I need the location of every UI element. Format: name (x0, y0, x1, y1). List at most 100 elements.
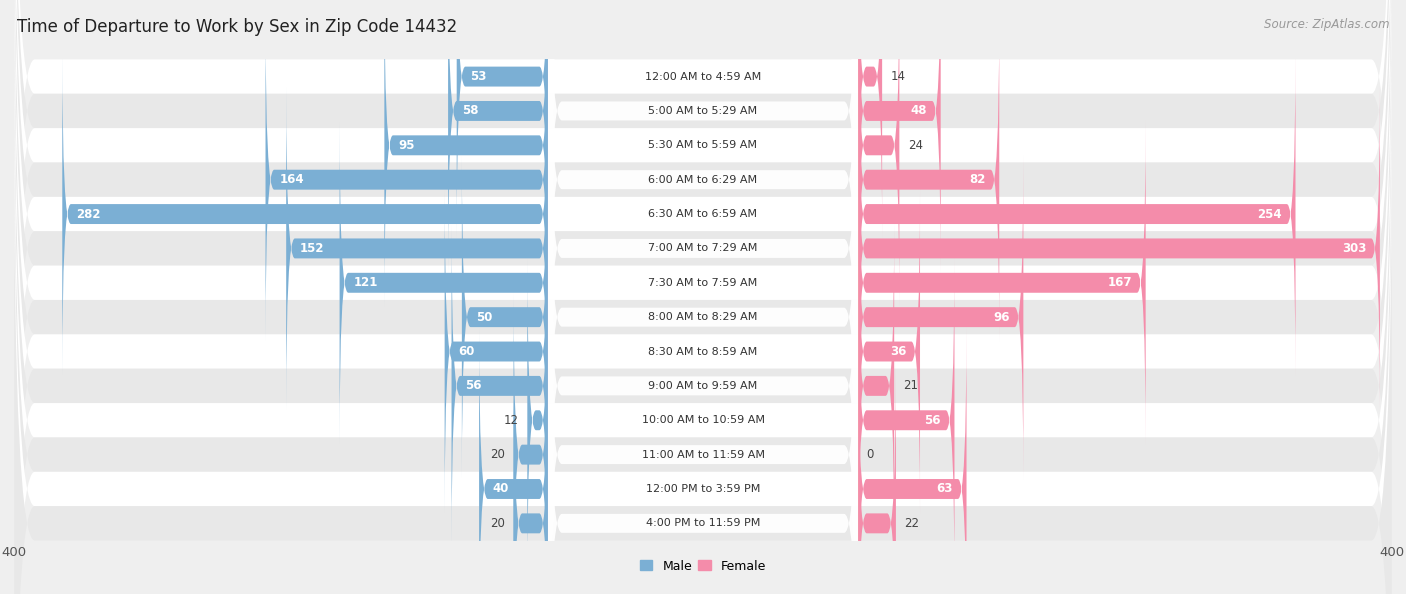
Text: 48: 48 (911, 105, 927, 118)
FancyBboxPatch shape (14, 0, 1392, 472)
FancyBboxPatch shape (548, 155, 858, 594)
FancyBboxPatch shape (449, 0, 548, 273)
Text: 152: 152 (299, 242, 325, 255)
FancyBboxPatch shape (548, 0, 858, 514)
FancyBboxPatch shape (858, 189, 920, 513)
Text: 7:30 AM to 7:59 AM: 7:30 AM to 7:59 AM (648, 278, 758, 287)
Text: 50: 50 (475, 311, 492, 324)
Text: Time of Departure to Work by Sex in Zip Code 14432: Time of Departure to Work by Sex in Zip … (17, 18, 457, 36)
Text: 20: 20 (491, 517, 505, 530)
FancyBboxPatch shape (14, 0, 1392, 594)
FancyBboxPatch shape (548, 121, 858, 594)
FancyBboxPatch shape (14, 0, 1392, 594)
FancyBboxPatch shape (548, 189, 858, 594)
Text: 167: 167 (1108, 276, 1132, 289)
FancyBboxPatch shape (14, 59, 1392, 594)
FancyBboxPatch shape (548, 0, 858, 445)
Text: 12:00 PM to 3:59 PM: 12:00 PM to 3:59 PM (645, 484, 761, 494)
FancyBboxPatch shape (548, 52, 858, 583)
FancyBboxPatch shape (461, 155, 548, 479)
FancyBboxPatch shape (858, 0, 900, 307)
Text: 53: 53 (471, 70, 486, 83)
FancyBboxPatch shape (14, 0, 1392, 594)
FancyBboxPatch shape (548, 0, 858, 479)
Legend: Male, Female: Male, Female (636, 555, 770, 577)
FancyBboxPatch shape (548, 0, 858, 377)
FancyBboxPatch shape (858, 0, 941, 273)
Text: 82: 82 (969, 173, 986, 186)
FancyBboxPatch shape (287, 87, 548, 410)
Text: 164: 164 (280, 173, 304, 186)
FancyBboxPatch shape (513, 362, 548, 594)
FancyBboxPatch shape (14, 128, 1392, 594)
Text: 95: 95 (398, 139, 415, 152)
Text: 14: 14 (891, 70, 905, 83)
FancyBboxPatch shape (858, 87, 1379, 410)
Text: 63: 63 (936, 482, 953, 495)
Text: 121: 121 (353, 276, 378, 289)
Text: 36: 36 (890, 345, 907, 358)
Text: 5:30 AM to 5:59 AM: 5:30 AM to 5:59 AM (648, 140, 758, 150)
FancyBboxPatch shape (548, 86, 858, 594)
Text: 56: 56 (465, 380, 482, 393)
Text: 20: 20 (491, 448, 505, 461)
FancyBboxPatch shape (451, 224, 548, 548)
FancyBboxPatch shape (858, 224, 894, 548)
FancyBboxPatch shape (858, 362, 896, 594)
FancyBboxPatch shape (858, 327, 966, 594)
FancyBboxPatch shape (340, 121, 548, 445)
FancyBboxPatch shape (14, 94, 1392, 594)
FancyBboxPatch shape (858, 121, 1146, 445)
FancyBboxPatch shape (14, 25, 1392, 594)
FancyBboxPatch shape (14, 0, 1392, 506)
FancyBboxPatch shape (858, 18, 1000, 342)
FancyBboxPatch shape (14, 0, 1392, 541)
Text: Source: ZipAtlas.com: Source: ZipAtlas.com (1264, 18, 1389, 31)
Text: 96: 96 (993, 311, 1010, 324)
FancyBboxPatch shape (548, 17, 858, 548)
Text: 8:30 AM to 8:59 AM: 8:30 AM to 8:59 AM (648, 346, 758, 356)
FancyBboxPatch shape (858, 0, 882, 238)
Text: 12: 12 (503, 414, 519, 426)
FancyBboxPatch shape (457, 0, 548, 238)
Text: 11:00 AM to 11:59 AM: 11:00 AM to 11:59 AM (641, 450, 765, 460)
Text: 5:00 AM to 5:29 AM: 5:00 AM to 5:29 AM (648, 106, 758, 116)
Text: 8:00 AM to 8:29 AM: 8:00 AM to 8:29 AM (648, 312, 758, 322)
FancyBboxPatch shape (513, 293, 548, 594)
FancyBboxPatch shape (14, 0, 1392, 594)
Text: 0: 0 (866, 448, 875, 461)
FancyBboxPatch shape (527, 258, 548, 582)
FancyBboxPatch shape (548, 0, 858, 342)
Text: 12:00 AM to 4:59 AM: 12:00 AM to 4:59 AM (645, 72, 761, 81)
Text: 21: 21 (903, 380, 918, 393)
FancyBboxPatch shape (14, 0, 1392, 594)
Text: 6:00 AM to 6:29 AM: 6:00 AM to 6:29 AM (648, 175, 758, 185)
Text: 4:00 PM to 11:59 PM: 4:00 PM to 11:59 PM (645, 519, 761, 528)
Text: 254: 254 (1257, 207, 1282, 220)
Text: 56: 56 (924, 414, 941, 426)
FancyBboxPatch shape (858, 258, 955, 582)
FancyBboxPatch shape (14, 0, 1392, 594)
FancyBboxPatch shape (266, 18, 548, 342)
FancyBboxPatch shape (14, 0, 1392, 575)
FancyBboxPatch shape (548, 0, 858, 411)
FancyBboxPatch shape (384, 0, 548, 307)
Text: 6:30 AM to 6:59 AM: 6:30 AM to 6:59 AM (648, 209, 758, 219)
Text: 10:00 AM to 10:59 AM: 10:00 AM to 10:59 AM (641, 415, 765, 425)
Text: 282: 282 (76, 207, 101, 220)
FancyBboxPatch shape (62, 52, 548, 376)
Text: 58: 58 (461, 105, 478, 118)
Text: 60: 60 (458, 345, 475, 358)
FancyBboxPatch shape (548, 223, 858, 594)
FancyBboxPatch shape (479, 327, 548, 594)
Text: 22: 22 (904, 517, 920, 530)
FancyBboxPatch shape (548, 258, 858, 594)
Text: 7:00 AM to 7:29 AM: 7:00 AM to 7:29 AM (648, 244, 758, 254)
FancyBboxPatch shape (444, 189, 548, 513)
Text: 303: 303 (1341, 242, 1367, 255)
Text: 40: 40 (494, 482, 509, 495)
FancyBboxPatch shape (858, 52, 1295, 376)
Text: 24: 24 (908, 139, 922, 152)
FancyBboxPatch shape (858, 155, 1024, 479)
Text: 9:00 AM to 9:59 AM: 9:00 AM to 9:59 AM (648, 381, 758, 391)
